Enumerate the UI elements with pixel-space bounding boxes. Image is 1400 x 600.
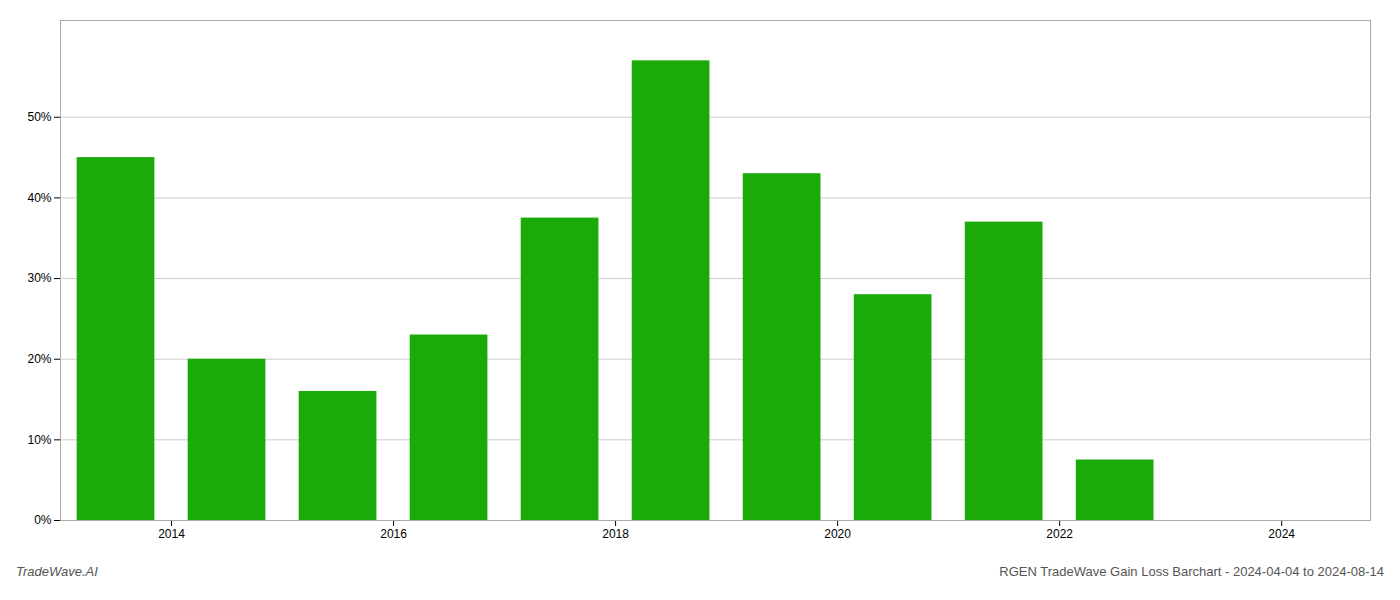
svg-text:2016: 2016 bbox=[380, 527, 407, 541]
html-text:RGEN TradeWave Gain Loss Barch: RGEN TradeWave Gain Loss Barchart - 2024… bbox=[999, 564, 1384, 579]
svg-text:40%: 40% bbox=[27, 191, 51, 205]
svg-text:20%: 20% bbox=[27, 352, 51, 366]
svg-text:10%: 10% bbox=[27, 433, 51, 447]
svg-text:30%: 30% bbox=[27, 271, 51, 285]
svg-text:2018: 2018 bbox=[602, 527, 629, 541]
html-text:TradeWave.AI: TradeWave.AI bbox=[16, 564, 98, 579]
svg-text:50%: 50% bbox=[27, 110, 51, 124]
svg-text:2020: 2020 bbox=[824, 527, 851, 541]
svg-text:2022: 2022 bbox=[1046, 527, 1073, 541]
svg-text:2024: 2024 bbox=[1268, 527, 1295, 541]
svg-text:0%: 0% bbox=[34, 513, 52, 527]
svg-text:2014: 2014 bbox=[158, 527, 185, 541]
